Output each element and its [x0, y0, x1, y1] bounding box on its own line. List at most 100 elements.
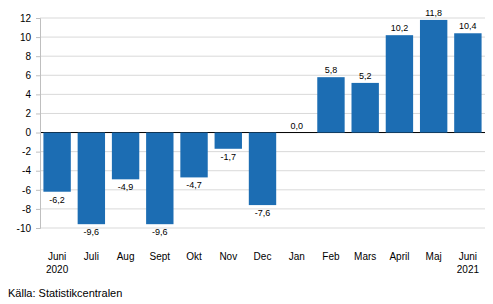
grid-line — [40, 75, 485, 76]
data-label: -6,2 — [49, 195, 65, 205]
x-tick-label: Nov — [219, 251, 237, 262]
y-tick-label: 4 — [25, 89, 31, 100]
y-tick: -4 — [22, 165, 40, 176]
y-tick-label: 8 — [25, 51, 31, 62]
x-tick-label: Okt — [186, 251, 202, 262]
bar — [283, 132, 310, 133]
y-tick: 0 — [25, 127, 40, 138]
y-tick-mark — [36, 209, 40, 210]
y-tick-mark — [36, 152, 40, 153]
x-tick-label: Dec — [254, 251, 272, 262]
y-tick-label: 10 — [20, 32, 32, 43]
data-label: 0,0 — [290, 121, 303, 131]
bar — [249, 133, 276, 206]
y-tick-label: 2 — [25, 108, 31, 119]
bar — [112, 133, 139, 180]
y-tick: 10 — [20, 32, 40, 43]
data-label: -4,9 — [118, 182, 134, 192]
x-tick: Mars — [354, 250, 376, 262]
x-tick-label: Juli — [84, 251, 99, 262]
y-tick: 4 — [25, 89, 40, 100]
y-tick: 6 — [25, 70, 40, 81]
y-tick: -2 — [22, 146, 40, 157]
y-tick-label: -8 — [22, 204, 31, 215]
y-tick-label: -4 — [22, 165, 31, 176]
y-tick: -8 — [22, 204, 40, 215]
y-tick: -10 — [17, 223, 40, 234]
y-tick: 8 — [25, 51, 40, 62]
y-axis-line — [36, 19, 41, 229]
data-label: 10,2 — [391, 23, 409, 33]
grid-line — [40, 56, 485, 57]
x-tick: Dec — [254, 250, 272, 262]
x-axis: Juni2020 Juli Aug Sept Okt Nov Dec Jan Feb Mars Ap… — [46, 250, 479, 275]
x-tick: Juli — [84, 250, 99, 262]
y-tick-label: 12 — [20, 13, 32, 24]
x-tick: Jan — [289, 250, 305, 262]
y-tick-mark — [36, 113, 40, 114]
bar — [146, 133, 173, 225]
x-tick: Juni2020 — [46, 250, 69, 275]
bar — [78, 133, 105, 225]
x-tick-label: Juni2021 — [457, 251, 480, 275]
x-tick: Aug — [117, 250, 135, 262]
data-label: 5,2 — [359, 71, 372, 81]
y-tick-mark — [36, 133, 40, 134]
data-label: -9,6 — [84, 227, 100, 237]
x-tick-label: Mars — [354, 251, 376, 262]
y-tick: 12 — [20, 13, 40, 24]
bar — [352, 83, 379, 133]
data-label: -7,6 — [255, 208, 271, 218]
grid-line — [40, 113, 485, 114]
x-tick: Feb — [322, 250, 340, 262]
x-tick: April — [389, 250, 409, 262]
x-tick-label: Feb — [322, 251, 340, 262]
data-label: -4,7 — [186, 180, 202, 190]
x-tick-label: Aug — [117, 251, 135, 262]
bar — [317, 77, 344, 132]
y-tick-label: 0 — [25, 127, 31, 138]
y-tick-label: 6 — [25, 70, 31, 81]
y-tick-mark — [36, 75, 40, 76]
x-tick: Maj — [426, 250, 442, 262]
y-tick: -6 — [22, 185, 40, 196]
y-tick-mark — [36, 18, 40, 19]
y-tick-label: -6 — [22, 185, 31, 196]
data-label: 5,8 — [325, 65, 338, 75]
bar — [215, 133, 242, 149]
bar — [386, 35, 413, 132]
y-tick-mark — [36, 56, 40, 57]
bar — [454, 33, 481, 132]
data-label: -1,7 — [221, 152, 237, 162]
x-tick-label: Juni2020 — [46, 251, 69, 275]
y-tick-mark — [36, 94, 40, 95]
data-labels: -6,2 -9,6 -4,9 -9,6 -4,7 -1,7 -7,6 0,0 5,8 5,2 10,… — [49, 8, 476, 237]
source: Källa: Statistikcentralen — [8, 287, 122, 299]
bar — [180, 133, 207, 178]
x-tick-label: Jan — [289, 251, 305, 262]
grid — [40, 18, 485, 228]
x-tick: Okt — [186, 250, 202, 262]
grid-line — [40, 94, 485, 95]
bars — [43, 20, 481, 224]
grid-line — [40, 228, 485, 229]
y-tick-label: -10 — [17, 223, 32, 234]
y-tick-mark — [36, 190, 40, 191]
x-tick-label: Maj — [426, 251, 442, 262]
data-label: 10,4 — [459, 21, 477, 31]
y-axis: -10 -8 -6 -4 -2 0 2 4 6 8 10 12 — [17, 13, 41, 234]
y-tick: 2 — [25, 108, 40, 119]
grid-line — [40, 37, 485, 38]
x-tick-label: Sept — [150, 251, 171, 262]
y-tick-label: -2 — [22, 146, 31, 157]
data-label: 11,8 — [425, 8, 442, 18]
grid-line — [40, 18, 485, 19]
x-tick: Juni2021 — [457, 250, 480, 275]
data-label: -9,6 — [152, 227, 168, 237]
x-tick: Sept — [150, 250, 171, 262]
y-tick-mark — [36, 37, 40, 38]
y-tick-mark — [36, 228, 40, 229]
x-tick: Nov — [219, 250, 237, 262]
bar — [43, 133, 70, 192]
y-tick-mark — [36, 171, 40, 172]
